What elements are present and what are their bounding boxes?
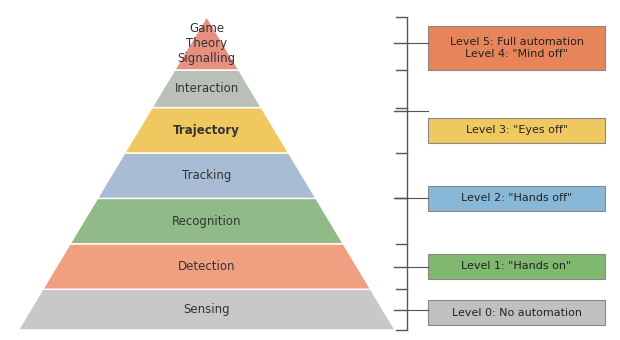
FancyBboxPatch shape [428, 118, 604, 143]
FancyBboxPatch shape [428, 186, 604, 211]
Text: Trajectory: Trajectory [173, 124, 240, 137]
Text: Recognition: Recognition [172, 215, 241, 227]
Text: Level 0: No automation: Level 0: No automation [451, 308, 582, 318]
FancyBboxPatch shape [428, 254, 604, 279]
Text: Detection: Detection [178, 260, 236, 273]
Polygon shape [175, 17, 239, 70]
Polygon shape [97, 153, 316, 198]
Polygon shape [70, 198, 343, 244]
Polygon shape [125, 107, 289, 153]
Text: Level 1: "Hands on": Level 1: "Hands on" [461, 261, 572, 271]
Text: Sensing: Sensing [184, 303, 230, 316]
Polygon shape [43, 244, 371, 289]
Text: Interaction: Interaction [175, 82, 239, 95]
Text: Level 3: "Eyes off": Level 3: "Eyes off" [466, 125, 568, 135]
Text: Tracking: Tracking [182, 169, 231, 182]
FancyBboxPatch shape [428, 300, 604, 325]
Text: Level 5: Full automation
Level 4: "Mind off": Level 5: Full automation Level 4: "Mind … [450, 37, 583, 59]
Polygon shape [152, 70, 262, 107]
Text: Level 2: "Hands off": Level 2: "Hands off" [461, 193, 572, 203]
FancyBboxPatch shape [428, 26, 604, 70]
Polygon shape [19, 289, 395, 330]
Text: Game
Theory
Signalling: Game Theory Signalling [178, 22, 236, 65]
